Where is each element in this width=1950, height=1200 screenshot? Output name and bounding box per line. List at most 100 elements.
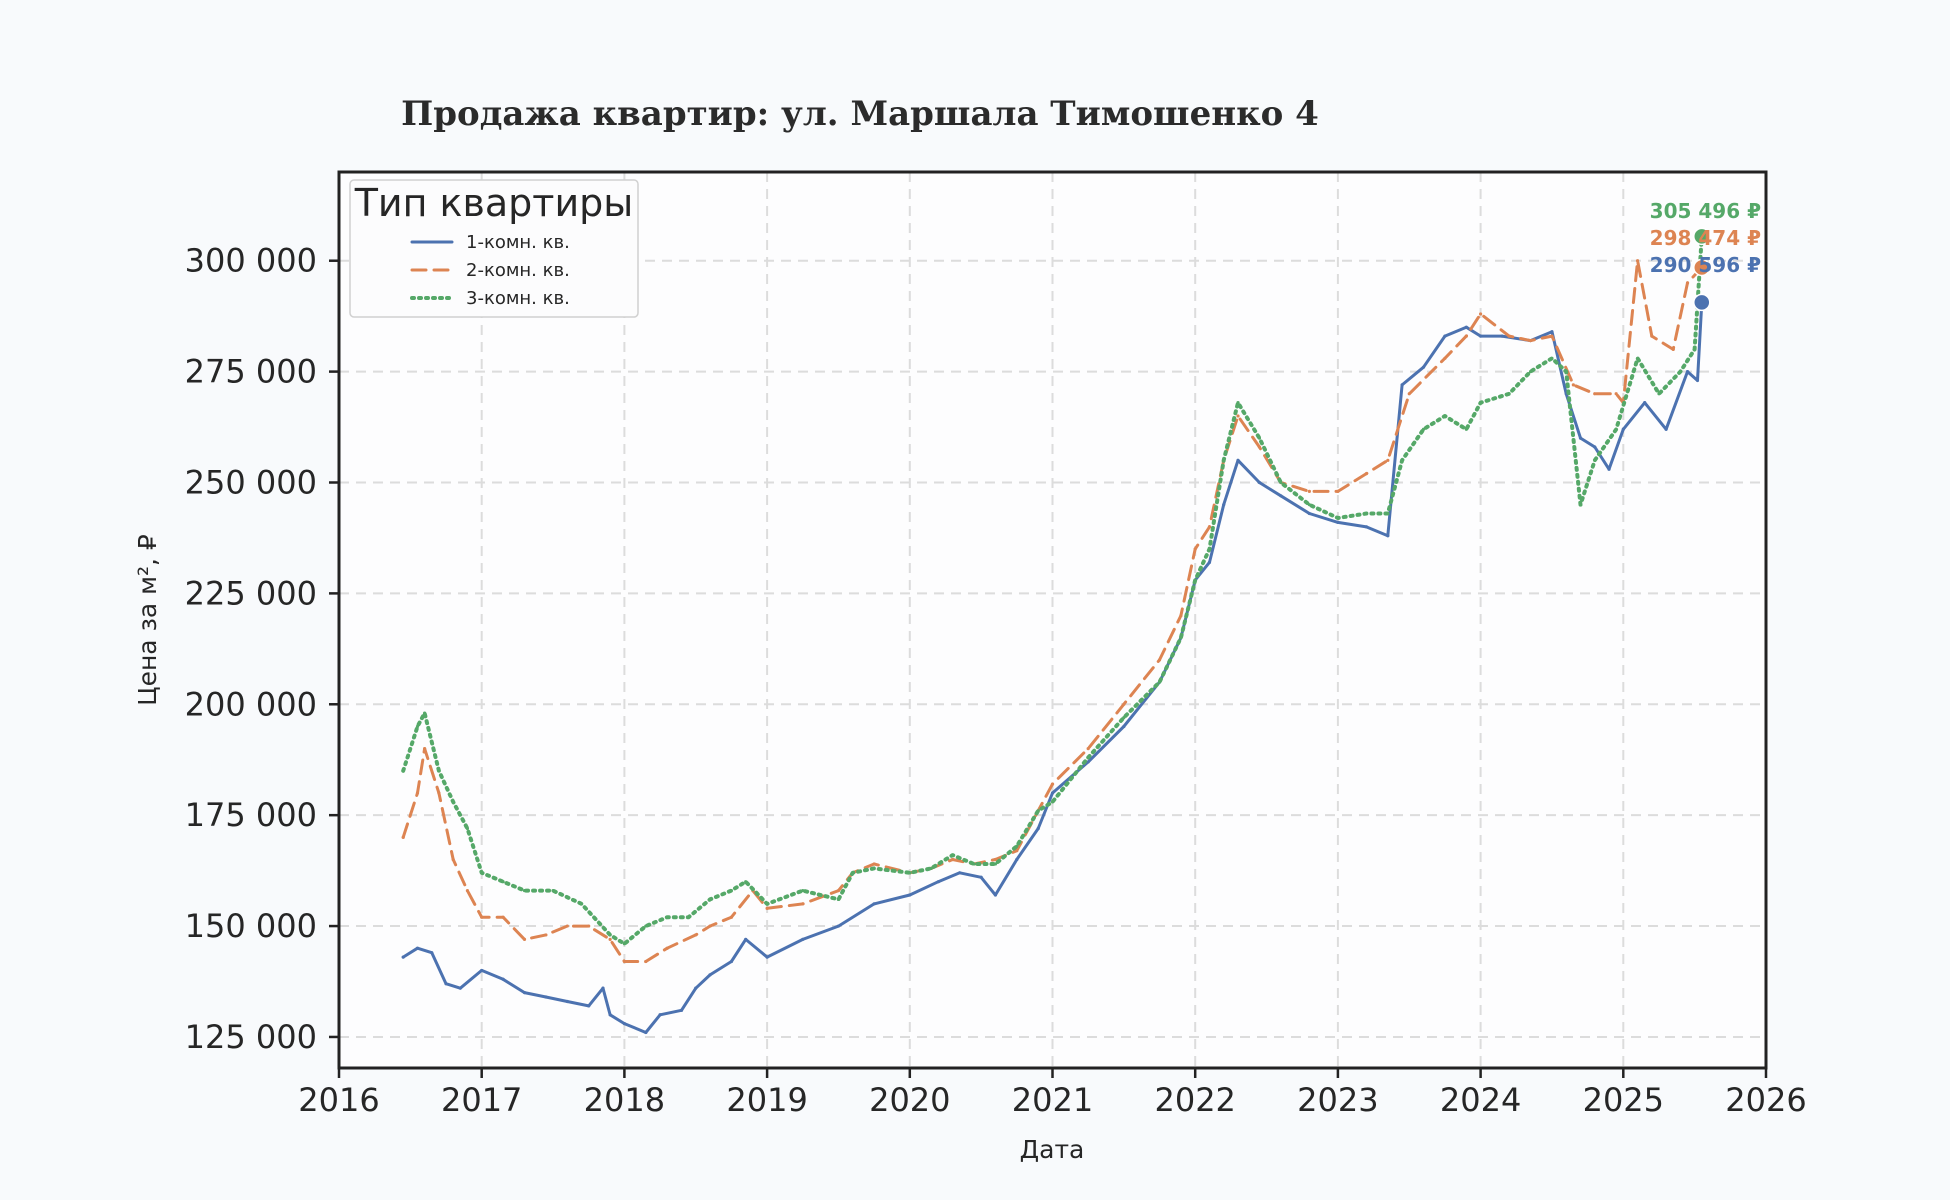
data-point-series-2 (1614, 392, 1618, 396)
data-point-series-3 (579, 902, 584, 906)
data-point-series-2 (1507, 334, 1511, 338)
data-point-series-3 (801, 888, 805, 893)
data-point-series-1 (1122, 724, 1126, 729)
series-layer (401, 234, 1704, 1035)
data-point-series-1 (444, 982, 448, 986)
data-point-series-1 (480, 968, 484, 973)
data-point-series-1 (1222, 503, 1226, 507)
data-point-series-3 (687, 915, 691, 919)
data-point-series-3 (622, 942, 627, 946)
data-point-series-2 (1635, 259, 1640, 263)
data-point-series-2 (415, 791, 420, 795)
data-point-series-3 (1464, 427, 1468, 431)
data-point-series-1 (601, 986, 605, 990)
data-point-series-1 (544, 995, 548, 999)
data-point-series-3 (1279, 480, 1283, 485)
data-point-series-3 (644, 924, 648, 928)
data-point-series-3 (451, 800, 455, 804)
end-value-label: 305 496 ₽ (1650, 199, 1761, 223)
data-point-series-3 (729, 888, 734, 893)
x-axis: 2016 2017 2018 2019 2020 2021 2022 2023 2024 2025… (298, 1068, 1807, 1119)
data-point-series-3 (1122, 715, 1126, 720)
data-point-series-3 (1678, 370, 1682, 374)
end-value-marker (1693, 227, 1711, 246)
data-point-series-1 (565, 999, 569, 1004)
data-point-series-3 (993, 862, 998, 866)
y-axis: 125 000 150 000 175 000 200 000 225 000 250 0… (185, 242, 339, 1056)
data-point-series-2 (423, 747, 427, 751)
data-point-series-3 (744, 880, 748, 884)
data-point-series-3 (1179, 636, 1183, 640)
x-tick-label: 2021 (1012, 1081, 1093, 1119)
data-point-series-3 (437, 769, 441, 773)
x-tick-label: 2016 (298, 1081, 379, 1119)
data-point-series-3 (501, 880, 505, 884)
data-point-series-3 (1336, 516, 1340, 520)
data-point-series-2 (836, 888, 841, 893)
data-point-series-1 (1086, 760, 1090, 764)
data-point-series-2 (1179, 613, 1183, 618)
data-point-series-1 (708, 973, 712, 977)
data-point-series-3 (1657, 392, 1661, 396)
data-point-series-2 (993, 857, 998, 862)
y-tick-label: 225 000 (185, 574, 317, 612)
y-tick-label: 250 000 (185, 463, 317, 501)
data-point-series-2 (1122, 702, 1126, 706)
data-point-series-3 (1050, 800, 1055, 804)
data-point-series-1 (622, 1022, 627, 1026)
data-point-series-2 (480, 915, 484, 919)
data-point-series-2 (608, 937, 612, 941)
data-point-series-1 (836, 924, 841, 928)
data-point-series-2 (1443, 356, 1447, 360)
data-point-series-3 (551, 888, 555, 893)
y-tick-label: 300 000 (185, 242, 317, 280)
data-point-series-3 (1193, 578, 1197, 582)
y-tick-label: 175 000 (185, 796, 317, 834)
data-point-series-3 (836, 897, 841, 902)
data-point-series-1 (1236, 458, 1240, 462)
data-point-series-1 (679, 1008, 684, 1012)
data-point-series-1 (430, 951, 434, 955)
data-point-series-2 (565, 924, 569, 928)
legend-label-3: 3-комн. кв. (466, 288, 570, 309)
legend-label-2: 2-комн. кв. (466, 260, 570, 281)
y-tick-label: 275 000 (185, 353, 317, 391)
data-point-series-1 (1307, 511, 1311, 516)
data-point-series-3 (665, 915, 669, 919)
data-point-series-3 (872, 866, 876, 870)
data-point-series-1 (872, 902, 876, 906)
data-point-series-3 (1443, 414, 1447, 418)
data-point-series-1 (522, 990, 527, 995)
data-point-series-1 (1364, 525, 1369, 529)
data-point-series-3 (1593, 458, 1597, 462)
data-point-series-1 (1464, 325, 1468, 329)
data-point-series-1 (587, 1004, 591, 1008)
data-point-series-2 (437, 791, 441, 795)
data-point-series-2 (644, 959, 648, 964)
x-tick-label: 2023 (1297, 1081, 1378, 1119)
data-point-series-2 (1236, 414, 1240, 418)
x-tick-label: 2020 (869, 1081, 950, 1119)
data-point-series-2 (622, 959, 627, 964)
data-point-series-2 (1364, 472, 1369, 476)
data-point-series-3 (1479, 401, 1483, 405)
data-point-series-2 (1207, 525, 1212, 529)
data-point-series-2 (1257, 445, 1262, 449)
data-point-series-2 (765, 906, 769, 910)
data-point-series-1 (458, 986, 462, 990)
x-tick-label: 2026 (1725, 1081, 1806, 1119)
data-point-series-1 (1279, 494, 1283, 498)
data-point-series-1 (1607, 467, 1611, 471)
data-point-series-3 (1386, 511, 1390, 516)
data-point-series-2 (1407, 392, 1411, 396)
data-point-series-2 (501, 915, 505, 919)
data-point-series-1 (1400, 383, 1404, 387)
data-point-series-1 (801, 937, 805, 941)
data-point-series-2 (401, 835, 405, 839)
legend-title: Тип квартиры (354, 181, 634, 225)
data-point-series-1 (908, 893, 912, 897)
data-point-series-1 (1550, 330, 1554, 334)
data-point-series-1 (401, 955, 405, 959)
data-point-series-3 (1307, 503, 1311, 507)
data-point-series-1 (644, 1030, 648, 1035)
